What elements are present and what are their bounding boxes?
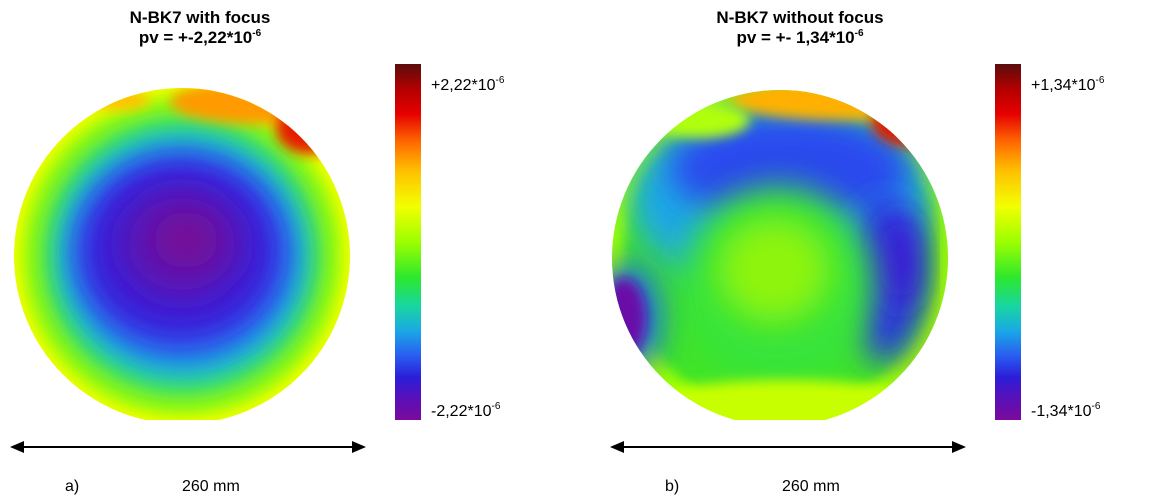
panel-b-surface-map xyxy=(612,90,948,420)
panel-a-colorbar xyxy=(395,64,421,420)
panel-a-dimension-arrow xyxy=(10,441,366,453)
panel-b-length-label: 260 mm xyxy=(782,478,840,495)
panel-a: N-BK7 with focus pv = +-2,22*10-6 +2,22*… xyxy=(0,0,574,500)
panel-b-letter: b) xyxy=(665,478,680,495)
panel-b-title-block: N-BK7 without focus pv = +- 1,34*10-6 xyxy=(630,8,970,48)
panel-b-dimension-arrow xyxy=(610,441,966,453)
panel-b-colorbar-min-label: -1,34*10-6 xyxy=(1031,401,1101,421)
panel-a-colorbar-min-label: -2,22*10-6 xyxy=(431,401,501,421)
panel-a-subtitle: pv = +-2,22*10-6 xyxy=(138,28,262,47)
panel-a-length-label: 260 mm xyxy=(182,478,240,495)
panel-b-colorbar xyxy=(995,64,1021,420)
panel-b-title: N-BK7 without focus xyxy=(716,8,884,27)
panel-a-letter: a) xyxy=(65,478,80,495)
panel-b-subtitle: pv = +- 1,34*10-6 xyxy=(736,28,864,47)
panel-a-surface-map xyxy=(14,88,350,420)
panel-a-title-block: N-BK7 with focus pv = +-2,22*10-6 xyxy=(30,8,370,48)
panel-a-colorbar-max-label: +2,22*10-6 xyxy=(431,75,505,95)
panel-b: N-BK7 without focus pv = +- 1,34*10-6 +1… xyxy=(600,0,1149,500)
panel-b-colorbar-max-label: +1,34*10-6 xyxy=(1031,75,1105,95)
panel-a-title: N-BK7 with focus xyxy=(129,8,271,27)
